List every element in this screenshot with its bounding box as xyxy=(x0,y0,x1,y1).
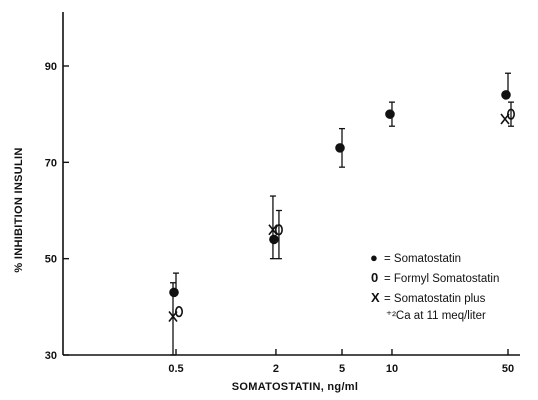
data-point-somatostatin xyxy=(335,143,345,153)
x-marker-stroke xyxy=(500,113,510,125)
data-point-calcium xyxy=(268,224,278,236)
legend-label-somatostatin: = Somatostatin xyxy=(384,253,461,265)
y-axis-title: % INHIBITION INSULIN xyxy=(13,147,25,272)
y-tick-label: 90 xyxy=(45,61,57,73)
x-marker-stroke xyxy=(268,224,278,236)
legend-symbol-formyl: 0 xyxy=(371,270,378,285)
data-point-somatostatin xyxy=(169,287,179,298)
x-tick-label: 10 xyxy=(386,363,398,375)
legend-symbol-somatostatin: ● xyxy=(370,250,378,265)
legend: ● = Somatostatin 0 = Formyl Somatostatin… xyxy=(370,250,499,322)
data-point-calcium xyxy=(168,310,178,322)
x-tick-label: 50 xyxy=(502,363,514,375)
data-point-somatostatin xyxy=(269,234,279,245)
legend-label-calcium-line2: ⁺²Ca at 11 meq/liter xyxy=(386,310,486,322)
y-tick-label: 30 xyxy=(45,350,57,362)
data-point-formyl xyxy=(175,306,184,318)
data-point-formyl xyxy=(274,224,283,236)
legend-label-formyl: = Formyl Somatostatin xyxy=(384,273,499,285)
x-marker-stroke xyxy=(168,310,178,322)
error-bar xyxy=(170,282,176,356)
data-point-somatostatin xyxy=(385,109,395,119)
y-tick-label: 50 xyxy=(45,254,57,266)
data-marks xyxy=(168,72,515,356)
y-tick-label: 70 xyxy=(45,157,57,169)
data-point-calcium xyxy=(500,113,510,125)
y-axis: 30 50 70 90 xyxy=(45,12,69,362)
error-bar xyxy=(508,101,514,127)
x-tick-label: 2 xyxy=(273,363,279,375)
x-tick-label: 5 xyxy=(339,363,345,375)
x-axis-title: SOMATOSTATIN, ng/ml xyxy=(232,381,359,393)
legend-symbol-calcium: X xyxy=(371,290,380,305)
x-axis: 0.5 2 5 10 50 xyxy=(63,349,520,375)
x-tick-label: 0.5 xyxy=(168,363,183,375)
error-bar xyxy=(269,195,276,260)
legend-label-calcium: = Somatostatin plus xyxy=(384,293,486,305)
data-point-formyl xyxy=(506,108,515,120)
data-point-somatostatin xyxy=(501,90,511,100)
